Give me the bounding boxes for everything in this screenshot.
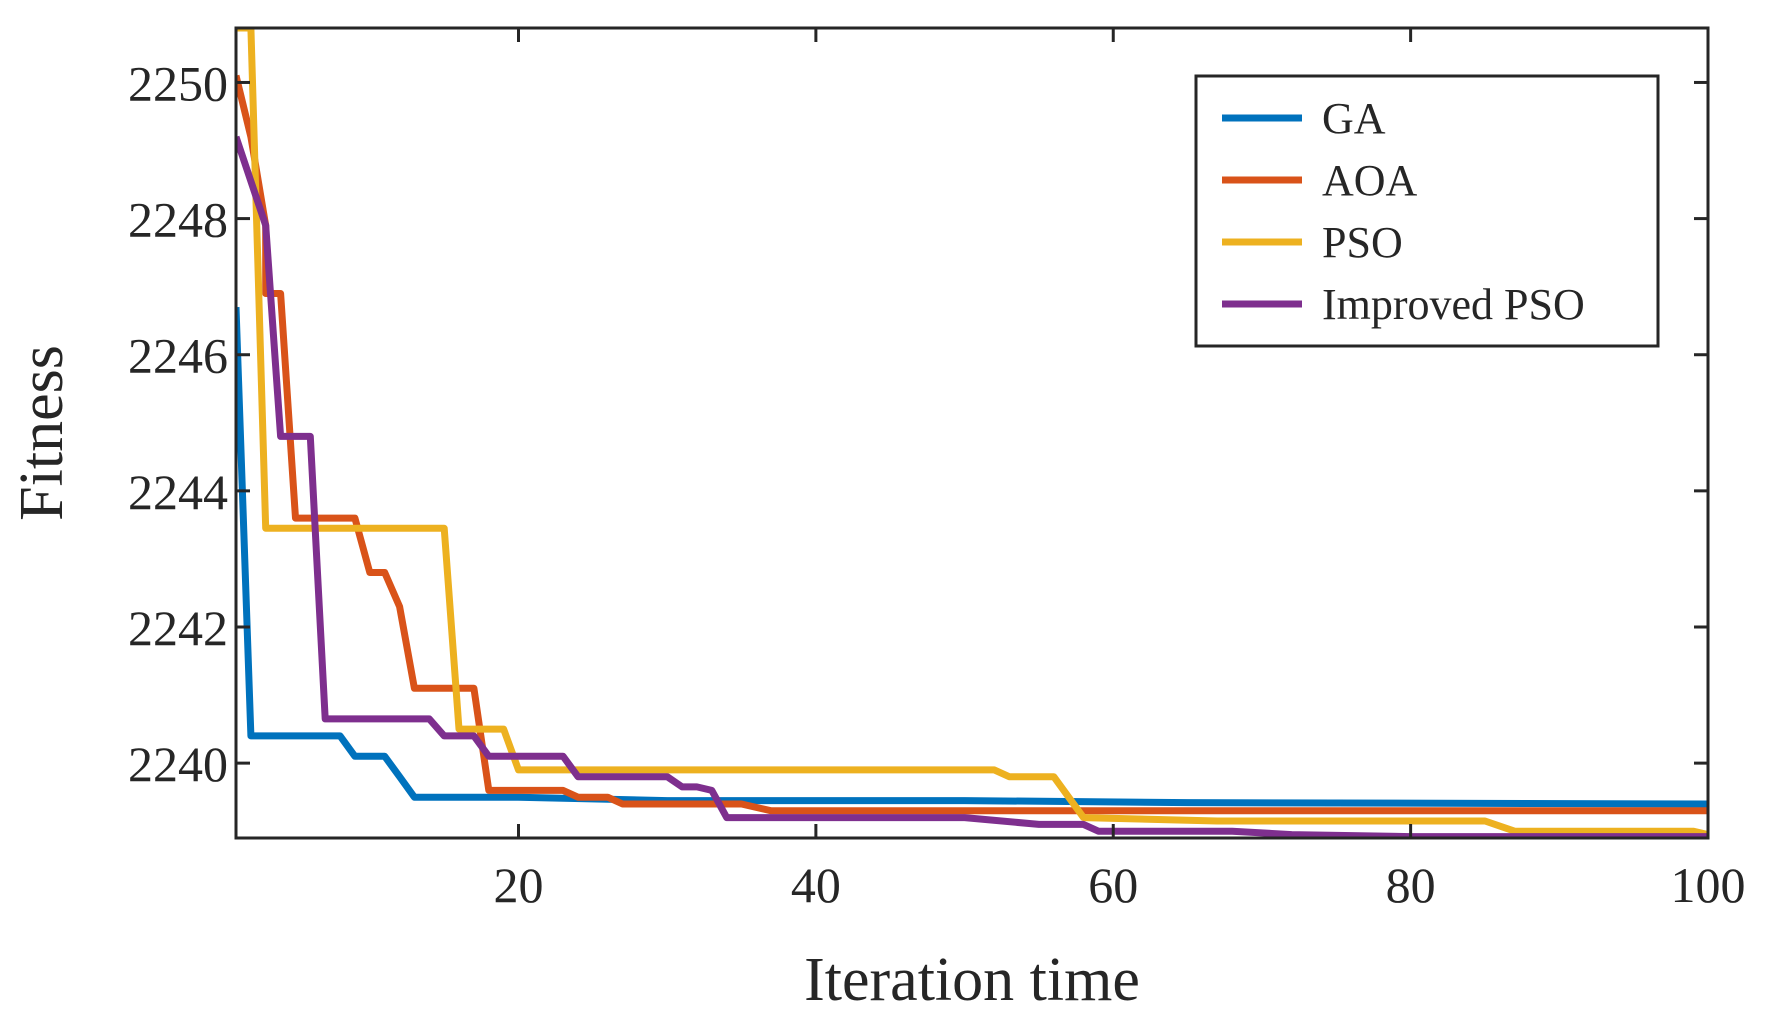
plot-area bbox=[236, 28, 1708, 838]
x-tick-label: 20 bbox=[494, 857, 544, 913]
legend-label-ga: GA bbox=[1322, 94, 1386, 143]
y-tick-label: 2244 bbox=[128, 464, 228, 520]
series-line-ga bbox=[236, 306, 1708, 808]
x-tick-label: 80 bbox=[1386, 857, 1436, 913]
series-line-pso bbox=[236, 28, 1708, 838]
x-tick-label: 60 bbox=[1088, 857, 1138, 913]
plot-frame bbox=[234, 26, 1710, 840]
x-tick-label: 40 bbox=[791, 857, 841, 913]
legend-label-aoa: AOA bbox=[1322, 156, 1418, 205]
legend-label-pso: PSO bbox=[1322, 218, 1403, 267]
x-tick-label: 100 bbox=[1671, 857, 1746, 913]
y-tick-label: 2250 bbox=[128, 55, 228, 111]
x-axis-title: Iteration time bbox=[804, 946, 1140, 1014]
series-line-improved-pso bbox=[236, 135, 1708, 838]
y-tick-label: 2242 bbox=[128, 600, 228, 656]
y-tick-label: 2248 bbox=[128, 192, 228, 248]
y-axis-title: Fitness bbox=[8, 345, 76, 521]
legend: GA AOA PSO Improved PSO bbox=[1194, 74, 1660, 348]
y-tick-label: 2246 bbox=[128, 328, 228, 384]
axis-ticks: 20 40 60 80 100 2240 2242 2244 2246 2248 2250 bbox=[128, 28, 1746, 913]
y-tick-label: 2240 bbox=[128, 736, 228, 792]
legend-label-improved-pso: Improved PSO bbox=[1322, 280, 1585, 329]
